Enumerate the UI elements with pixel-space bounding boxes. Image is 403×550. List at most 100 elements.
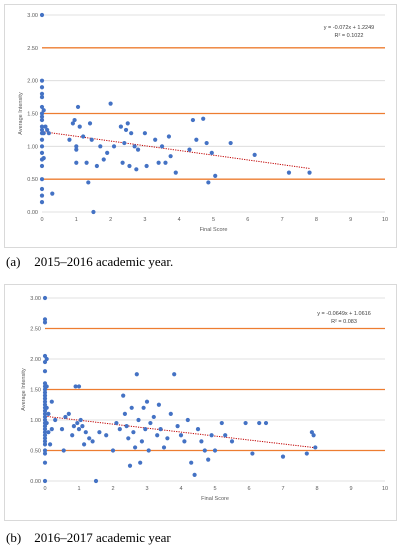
charta-xtick-label: 3 xyxy=(143,217,146,223)
chartb-ytick-label: 1.50 xyxy=(30,388,41,394)
chartb-data-point xyxy=(82,442,87,447)
charta-data-point xyxy=(39,193,45,198)
chartb-data-point xyxy=(223,433,228,438)
charta-data-point xyxy=(123,127,129,133)
chartb-data-point xyxy=(80,424,85,429)
charta-data-point xyxy=(41,108,46,113)
chartb-data-point xyxy=(53,417,58,423)
chartb-data-point xyxy=(257,420,262,426)
chartb-data-point xyxy=(76,384,82,389)
chartb-data-point xyxy=(42,393,48,398)
charta-data-point xyxy=(135,147,141,152)
chartb-data-point xyxy=(42,408,48,413)
charta-data-point xyxy=(190,117,196,123)
chartb-data-point xyxy=(229,439,235,444)
charta-data-point xyxy=(74,160,79,165)
chartb-xtick-label: 8 xyxy=(315,486,318,492)
chartb-data-point xyxy=(42,451,48,456)
charta-data-point xyxy=(166,134,172,139)
charta-data-point xyxy=(39,91,45,96)
chartb-data-point xyxy=(49,427,54,432)
chartb-data-point xyxy=(280,454,286,459)
charta-data-point xyxy=(39,85,45,90)
charta-trendline xyxy=(41,131,310,169)
charta-data-point xyxy=(111,144,117,149)
charta-data-point xyxy=(39,200,45,205)
charta-data-point xyxy=(168,154,173,159)
chartb-data-point xyxy=(126,436,131,441)
charta-r-squared: R² = 0.1022 xyxy=(335,33,364,39)
charta-data-point xyxy=(209,150,214,155)
charta-data-point xyxy=(67,137,72,142)
chartb-data-point xyxy=(46,411,51,416)
scatter-chart-a: 0.00 0.50 1.00 1.50 2.00 2.50 3.00 0 1 2 3 4 5 6 7 8 9 10… xyxy=(18,12,388,233)
chartb-xtick-label: 4 xyxy=(179,486,182,492)
chartb-data-point xyxy=(189,460,194,465)
chartb-data-point xyxy=(42,390,48,395)
chartb-data-point xyxy=(146,448,151,453)
charta-xtick-label: 7 xyxy=(281,217,284,223)
chartb-data-point xyxy=(42,353,48,359)
caption-b-label: (b) xyxy=(6,530,22,545)
chartb-xtick-label: 0 xyxy=(43,486,46,492)
chartb-data-point xyxy=(309,430,314,435)
charta-data-point xyxy=(159,144,165,149)
chartb-data-point xyxy=(73,384,78,389)
charta-ytick-label: 1.50 xyxy=(27,112,38,118)
chartb-data-point xyxy=(93,478,99,484)
chartb-data-point xyxy=(87,436,92,441)
chartb-data-point xyxy=(70,433,75,438)
charta-data-point xyxy=(39,163,45,169)
charta-data-point xyxy=(39,117,45,123)
charta-data-point xyxy=(142,131,147,136)
chartb-data-point xyxy=(178,433,184,438)
chartb-data-point xyxy=(182,439,187,444)
chartb-data-point xyxy=(97,430,102,435)
charta-xtick-label: 9 xyxy=(349,217,352,223)
chartb-data-point xyxy=(122,411,127,416)
chartb-data-point xyxy=(76,427,82,432)
chartb-data-point xyxy=(129,405,134,410)
chartb-xtick-label: 9 xyxy=(349,486,352,492)
chartb-data-point xyxy=(212,448,218,453)
chartb-data-point xyxy=(42,411,48,416)
charta-data-point xyxy=(39,150,45,155)
chartb-data-point xyxy=(192,472,197,477)
chartb-ytick-label: 0.00 xyxy=(30,479,41,485)
chartb-data-point xyxy=(46,430,51,435)
chartb-data-point xyxy=(168,411,173,416)
chartb-data-point xyxy=(131,430,136,435)
charta-data-point xyxy=(98,144,103,149)
chartb-data-point xyxy=(42,381,48,386)
chartb-data-point xyxy=(311,433,316,438)
charta-data-point xyxy=(144,163,149,169)
chartb-data-point xyxy=(42,320,48,325)
chartb-data-point xyxy=(44,420,49,426)
charta-ytick-label: 1.00 xyxy=(27,144,38,150)
charta-xtick-label: 4 xyxy=(178,217,181,223)
charta-xtick-label: 10 xyxy=(382,217,388,223)
chartb-xtick-label: 1 xyxy=(77,486,80,492)
charta-xtick-label: 5 xyxy=(212,217,215,223)
chartb-data-point xyxy=(71,424,76,429)
chartb-data-point xyxy=(75,420,80,426)
charta-ytick-label: 3.00 xyxy=(27,13,38,19)
chartb-data-point xyxy=(42,317,48,322)
caption-b: (b) 2016–2017 academic year xyxy=(6,530,171,546)
charta-xtick-label: 2 xyxy=(109,217,112,223)
charta-data-point xyxy=(39,111,45,116)
charta-data-point xyxy=(204,140,209,146)
chartb-data-point xyxy=(138,460,143,465)
charta-data-point xyxy=(129,131,134,136)
charta-data-point xyxy=(91,209,96,215)
chartb-data-point xyxy=(44,405,49,410)
charta-data-point xyxy=(105,150,110,155)
chartb-ytick-label: 2.50 xyxy=(30,327,41,333)
chartb-r-squared: R² = 0.083 xyxy=(331,319,357,325)
chartb-xtick-label: 3 xyxy=(145,486,148,492)
charta-data-point xyxy=(187,147,192,152)
charta-data-point xyxy=(125,121,130,126)
caption-a: (a) 2015–2016 academic year. xyxy=(6,254,173,270)
charta-data-point xyxy=(39,186,45,192)
chartb-data-point xyxy=(148,420,153,426)
